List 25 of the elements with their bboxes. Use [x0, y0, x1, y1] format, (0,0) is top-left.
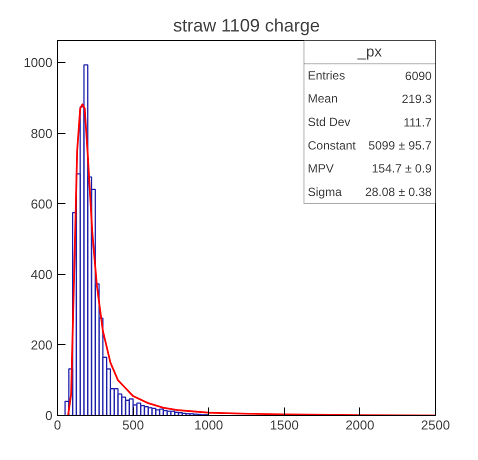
- y-tick-label: 800: [30, 126, 53, 141]
- annotation: Entries: [308, 68, 346, 82]
- annotation: Constant: [308, 138, 356, 152]
- annotation: _px: [356, 44, 382, 61]
- annotation: 111.7: [403, 115, 432, 130]
- annotation: Sigma: [308, 184, 342, 199]
- annotation: 28.08 ± 0.38: [365, 184, 432, 199]
- x-tick-label: 2000: [345, 418, 374, 432]
- annotation: Std Dev: [308, 114, 350, 129]
- chart-title: straw 1109 charge: [173, 16, 320, 36]
- annotation: 5099 ± 95.7: [368, 138, 432, 152]
- x-tick-label: 1500: [270, 418, 299, 432]
- x-tick-label: 500: [122, 418, 144, 432]
- x-tick-label: 1000: [194, 418, 224, 432]
- annotation: MPV: [308, 162, 334, 176]
- annotation: Mean: [308, 92, 338, 106]
- y-tick-label: 600: [30, 196, 53, 212]
- annotation: 154.7 ± 0.9: [372, 162, 432, 176]
- y-tick-label: 0: [45, 408, 53, 423]
- y-tick-label: 400: [30, 266, 53, 282]
- y-tick-label: 1000: [24, 55, 52, 70]
- y-tick-label: 200: [30, 337, 53, 352]
- x-tick-label: 2500: [421, 418, 450, 432]
- annotation: 6090: [405, 68, 432, 83]
- annotation: 219.3: [402, 92, 432, 106]
